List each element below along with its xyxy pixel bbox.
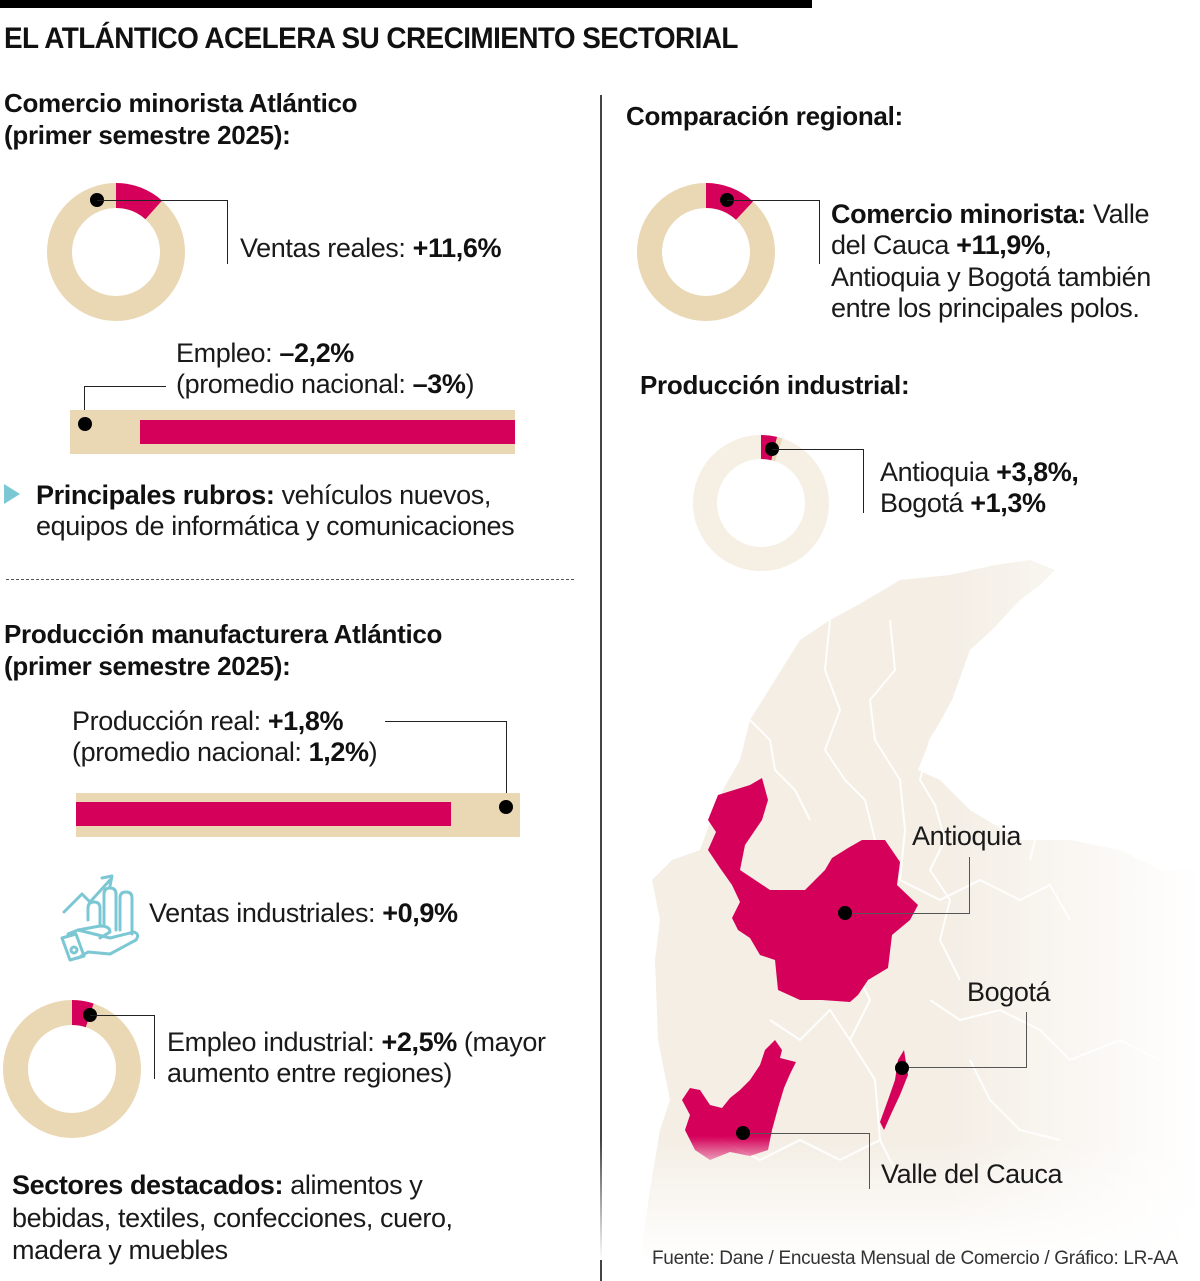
- regional-retail-leader: [727, 200, 820, 264]
- retail-title-line1: Comercio minorista Atlántico: [4, 88, 358, 118]
- sectors-line2: bebidas, textiles, confecciones, cuero,: [12, 1203, 453, 1233]
- valle-leader: [743, 1133, 870, 1189]
- regional-industrial-donut: [693, 435, 829, 571]
- retail-employment-marker: [78, 417, 92, 431]
- column-divider: [600, 95, 602, 1281]
- national-employment-value: –3%: [412, 369, 466, 399]
- retail-principal-line1: Principales rubros: vehículos nuevos,: [36, 480, 491, 510]
- map-label-bogota: Bogotá: [967, 977, 1051, 1007]
- industrial-title: Producción industrial:: [640, 370, 910, 400]
- retail-employment-leader: [84, 386, 166, 422]
- retail-employment-value: –2,2%: [279, 338, 354, 368]
- hand-growth-chart-icon: [60, 874, 140, 962]
- antioquia-leader: [845, 857, 970, 914]
- regional-industrial-line1: Antioquia +3,8%,: [880, 457, 1079, 487]
- retail-title-line2: (primer semestre 2025):: [4, 120, 291, 150]
- production-line2: (promedio nacional: 1,2%): [72, 737, 378, 767]
- national-production-value: 1,2%: [308, 737, 369, 767]
- colombia-map: [600, 560, 1200, 1260]
- bogota-industrial-value: +1,3%: [970, 488, 1046, 518]
- valle-marker: [736, 1126, 750, 1140]
- retail-sales-value: +11,6%: [412, 233, 502, 263]
- regional-retail-line1: Comercio minorista: Valle: [831, 199, 1150, 229]
- main-title: EL ATLÁNTICO ACELERA SU CRECIMIENTO SECT…: [4, 22, 738, 55]
- retail-principal-line2: equipos de informática y comunicaciones: [36, 511, 515, 541]
- antioquia-industrial-value: +3,8%,: [996, 457, 1079, 487]
- top-rule: [0, 0, 812, 8]
- retail-employment-bar-fill: [140, 420, 515, 444]
- section-dashed-divider: [6, 579, 574, 580]
- industrial-employment-leader: [90, 1015, 155, 1079]
- map-label-valle: Valle del Cauca: [881, 1159, 1063, 1189]
- antioquia-region: [708, 778, 918, 1002]
- antioquia-marker: [838, 906, 852, 920]
- industrial-sales-value: +0,9%: [382, 898, 458, 928]
- map-label-antioquia: Antioquia: [912, 821, 1021, 851]
- valle-del-cauca-region: [682, 1040, 796, 1160]
- bogota-marker: [895, 1061, 909, 1075]
- manufacturing-title-line1: Producción manufacturera Atlántico: [4, 619, 443, 649]
- industrial-employment-value: +2,5%: [381, 1027, 458, 1057]
- retail-sales-label: Ventas reales: +11,6%: [240, 233, 502, 263]
- regional-retail-donut: [637, 183, 775, 321]
- regional-retail-line4: entre los principales polos.: [831, 293, 1140, 323]
- retail-sales-donut: [47, 183, 185, 321]
- production-line1: Producción real: +1,8%: [72, 706, 344, 736]
- retail-employment-line2: (promedio nacional: –3%): [176, 369, 475, 399]
- bullet-triangle-icon: [4, 484, 20, 504]
- regional-industrial-leader: [772, 449, 864, 513]
- manufacturing-title-line2: (primer semestre 2025):: [4, 651, 291, 681]
- bogota-leader: [902, 1012, 1027, 1068]
- industrial-employment-line2: aumento entre regiones): [167, 1058, 452, 1088]
- regional-retail-line3: Antioquia y Bogotá también: [831, 262, 1151, 292]
- regional-title: Comparación regional:: [626, 101, 903, 131]
- sectors-line3: madera y muebles: [12, 1235, 228, 1265]
- production-bar-fill: [76, 802, 451, 826]
- valle-retail-value: +11,9%: [956, 230, 1045, 260]
- production-value: +1,8%: [267, 706, 344, 736]
- production-marker: [499, 800, 513, 814]
- retail-employment-line1: Empleo: –2,2%: [176, 338, 354, 368]
- sectors-line1: Sectores destacados: alimentos y: [12, 1170, 423, 1200]
- regional-industrial-line2: Bogotá +1,3%: [880, 488, 1046, 518]
- source-credit: Fuente: Dane / Encuesta Mensual de Comer…: [652, 1248, 1178, 1269]
- industrial-sales-label: Ventas industriales: +0,9%: [149, 898, 458, 928]
- production-leader: [385, 721, 507, 807]
- retail-sales-leader: [97, 200, 228, 264]
- industrial-employment-donut: [3, 1000, 141, 1138]
- regional-retail-line2: del Cauca +11,9%,: [831, 230, 1052, 260]
- industrial-employment-line1: Empleo industrial: +2,5% (mayor: [167, 1027, 546, 1057]
